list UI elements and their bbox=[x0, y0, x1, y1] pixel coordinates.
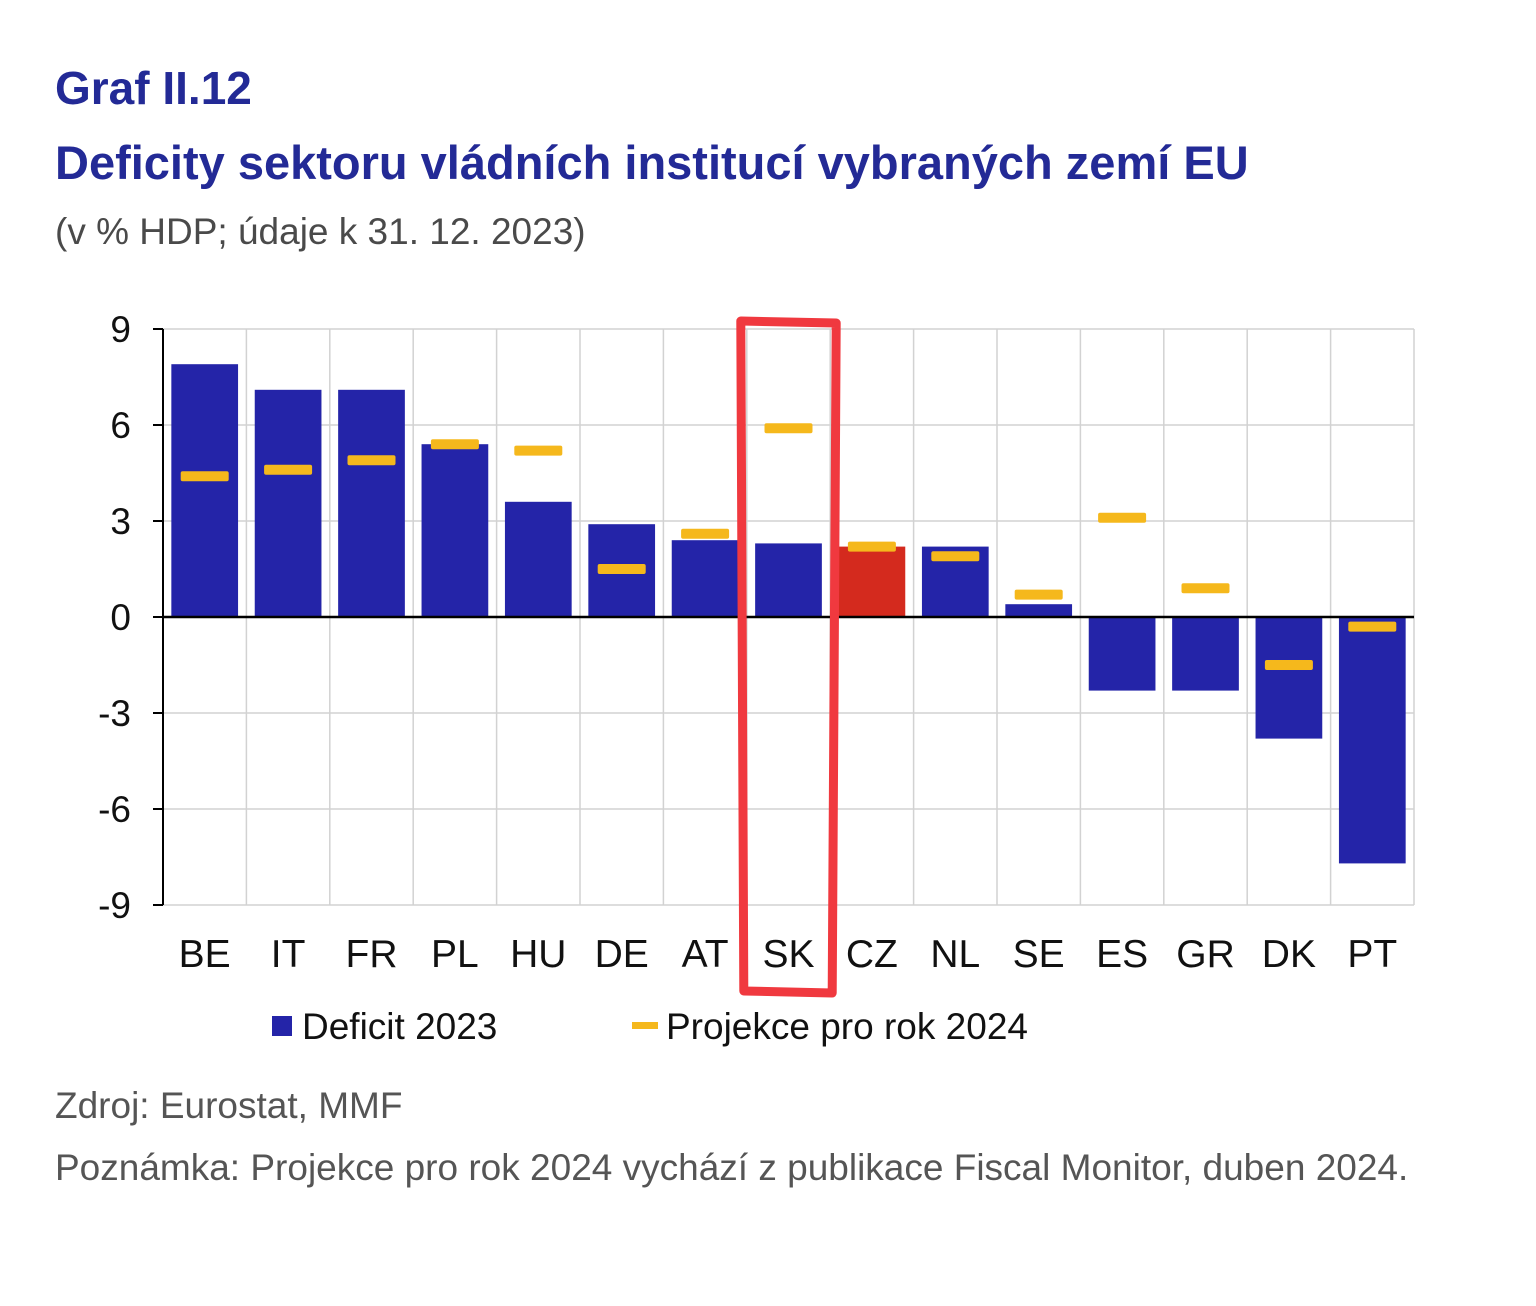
legend-marker-swatch bbox=[632, 1022, 658, 1029]
projection-marker-be bbox=[180, 471, 229, 482]
x-tick-label: SK bbox=[762, 933, 814, 976]
projection-marker-at bbox=[681, 528, 730, 539]
legend: Deficit 2023 Projekce pro rok 2024 bbox=[272, 1006, 1028, 1047]
x-tick-label: IT bbox=[271, 933, 306, 976]
y-tick-label: 3 bbox=[110, 501, 131, 542]
figure-label: Graf II.12 bbox=[55, 62, 252, 114]
projection-marker-hu bbox=[514, 445, 563, 456]
y-tick-label: -3 bbox=[98, 693, 131, 734]
bar-be bbox=[171, 364, 239, 617]
x-tick-label: FR bbox=[346, 933, 398, 976]
x-tick-label: DK bbox=[1262, 933, 1316, 976]
projection-marker-dk bbox=[1264, 660, 1313, 670]
projection-marker-es bbox=[1098, 512, 1147, 523]
chart-footer: Zdroj: Eurostat, MMF Poznámka: Projekce … bbox=[55, 1080, 1495, 1194]
x-tick-label: SE bbox=[1013, 933, 1065, 976]
bar-hu bbox=[504, 501, 572, 617]
y-tick-label: 9 bbox=[110, 309, 131, 350]
legend-bar-label: Deficit 2023 bbox=[302, 1006, 497, 1047]
bar-es bbox=[1088, 617, 1156, 691]
chart-header: Graf II.12 Deficity sektoru vládních ins… bbox=[55, 58, 1249, 256]
bar-pl bbox=[421, 444, 489, 617]
bar-se bbox=[1005, 604, 1073, 617]
projection-marker-gr bbox=[1181, 583, 1230, 594]
y-tick-label: -6 bbox=[98, 789, 131, 830]
x-tick-label: ES bbox=[1096, 933, 1148, 976]
x-tick-label: NL bbox=[930, 933, 980, 976]
projection-marker-fr bbox=[347, 455, 396, 466]
chart-title: Deficity sektoru vládních institucí vybr… bbox=[55, 136, 1249, 189]
x-tick-label: HU bbox=[510, 933, 566, 976]
bars bbox=[171, 364, 1406, 864]
projection-markers bbox=[180, 423, 1397, 670]
bar-at bbox=[671, 540, 739, 617]
projection-marker-pt bbox=[1348, 621, 1397, 632]
sk-highlight-annotation bbox=[736, 316, 841, 998]
y-tick-labels: 9 6 3 0 -3 -6 -9 bbox=[98, 309, 163, 926]
projection-marker-cz bbox=[847, 541, 896, 552]
x-tick-label: GR bbox=[1176, 933, 1235, 976]
bar-it bbox=[254, 389, 322, 617]
projection-marker-sk bbox=[764, 423, 813, 434]
x-tick-label: AT bbox=[682, 933, 729, 976]
legend-bar-swatch bbox=[272, 1016, 292, 1036]
x-tick-label: PL bbox=[431, 933, 479, 976]
y-tick-label: 0 bbox=[110, 597, 131, 638]
x-tick-labels: BE IT FR PL HU DE AT SK CZ NL SE ES GR DK PT bbox=[179, 933, 1398, 976]
projection-marker-it bbox=[264, 464, 313, 475]
bar-sk bbox=[755, 543, 822, 617]
projection-marker-nl bbox=[931, 551, 980, 562]
chart-subtitle: (v % HDP; údaje k 31. 12. 2023) bbox=[55, 211, 586, 252]
y-tick-label: -9 bbox=[98, 885, 131, 926]
projection-marker-pl bbox=[430, 439, 479, 450]
projection-marker-se bbox=[1014, 589, 1063, 600]
bar-dk bbox=[1255, 617, 1323, 739]
bar-gr bbox=[1172, 617, 1239, 691]
source-text: Zdroj: Eurostat, MMF bbox=[55, 1085, 403, 1126]
legend-marker-label: Projekce pro rok 2024 bbox=[666, 1006, 1028, 1047]
bar-fr bbox=[338, 389, 405, 617]
y-tick-label: 6 bbox=[110, 405, 131, 446]
x-tick-label: DE bbox=[595, 933, 649, 976]
bar-pt bbox=[1338, 617, 1406, 864]
note-text: Poznámka: Projekce pro rok 2024 vychází … bbox=[55, 1147, 1409, 1188]
projection-marker-de bbox=[597, 564, 646, 574]
bar-cz bbox=[838, 546, 906, 617]
chart-canvas: 9 6 3 0 -3 -6 -9 BE IT FR PL HU DE AT SK CZ NL SE ES GR DK P… bbox=[98, 309, 1415, 1047]
x-tick-label: BE bbox=[179, 933, 231, 976]
x-tick-label: CZ bbox=[846, 933, 898, 976]
x-tick-label: PT bbox=[1347, 933, 1397, 976]
